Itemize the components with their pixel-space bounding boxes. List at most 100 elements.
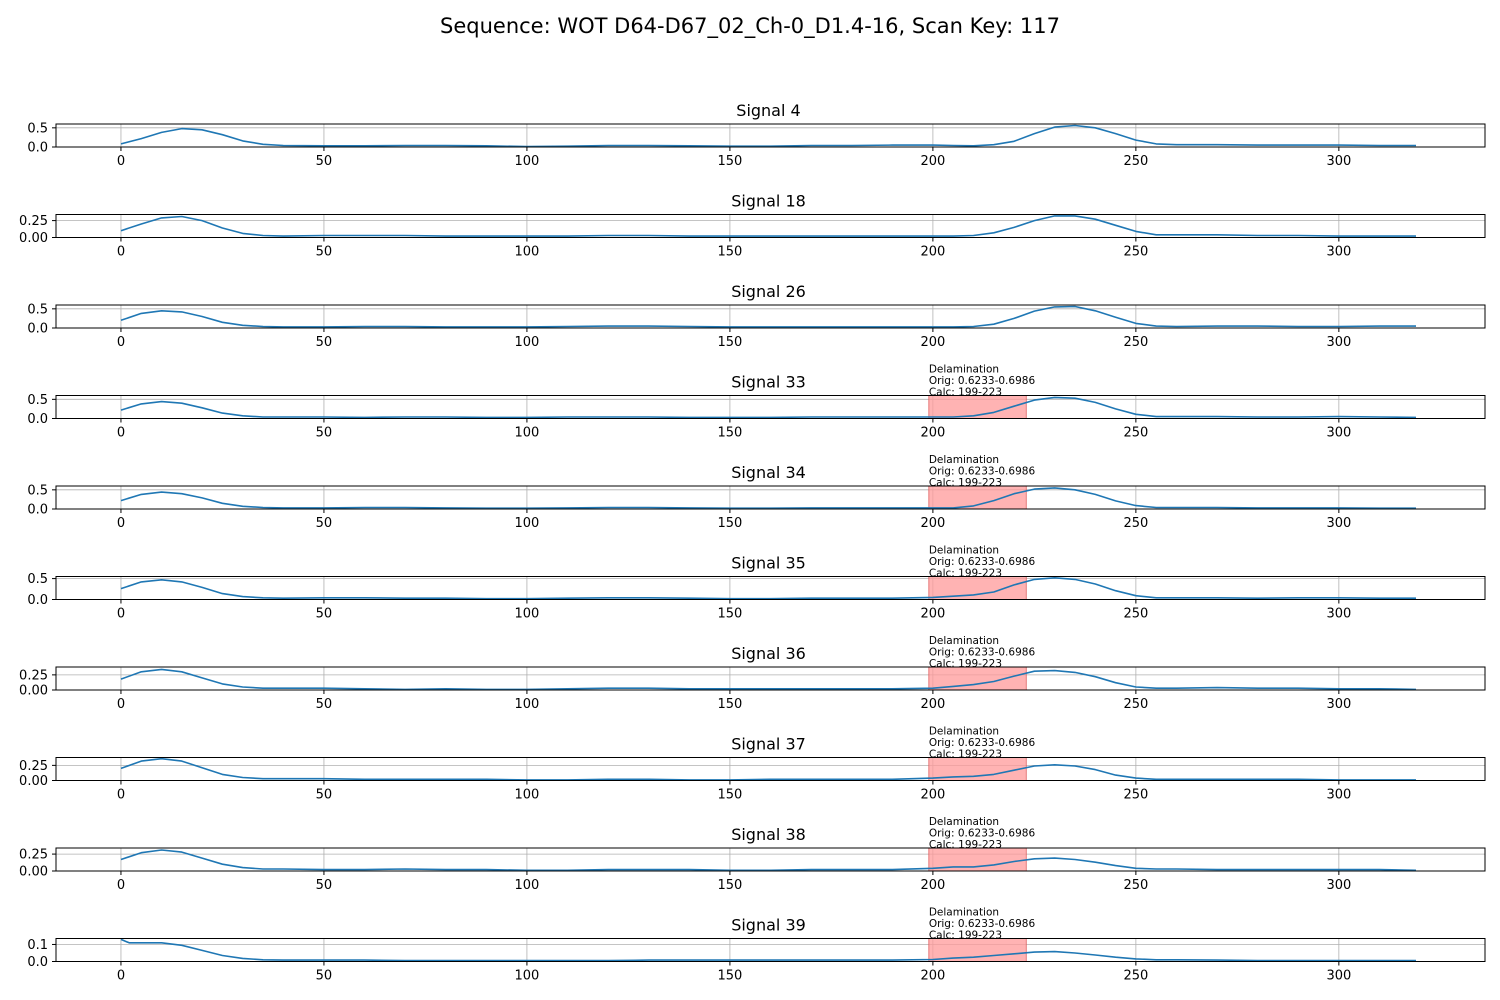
x-tick-label: 0 [117,788,125,803]
x-tick-label: 100 [515,335,540,350]
axes-frame [55,938,1486,962]
annotation-text: Orig: 0.6233-0.6986 [929,466,1036,478]
x-tick-label: 300 [1326,969,1351,984]
signal-line [120,396,1417,419]
signal-line [120,215,1416,237]
x-tick-label: 250 [1123,426,1148,441]
x-tick-label: 150 [717,697,742,712]
subplot-title: Signal 4 [736,101,800,120]
x-tick-label: 300 [1326,788,1351,803]
subplot: 0 50 100 150 200 250 300 0.0 0.5 Signal 26 [27,282,1486,350]
x-tick-label: 200 [920,154,945,169]
annotation-text: Calc: 199-223 [929,568,1002,580]
delamination-region [928,395,1027,419]
x-tick-label: 150 [717,788,742,803]
delamination-region [928,938,1027,962]
signal-line [120,938,1416,962]
y-tick-label: 0.5 [27,302,48,317]
y-tick-label: 0.0 [27,955,48,970]
delamination-region [928,667,1027,690]
y-tick-label: 0.25 [19,214,48,229]
y-tick-label: 0.1 [27,938,48,953]
signal-line [120,124,1416,147]
x-tick-label: 50 [316,426,333,441]
axes-frame [55,666,1486,691]
annotation-text: Calc: 199-223 [929,930,1002,942]
x-tick-label: 100 [515,426,540,441]
x-tick-label: 100 [515,154,540,169]
x-tick-label: 150 [717,154,742,169]
y-tick-label: 0.00 [19,865,48,880]
x-tick-label: 250 [1123,607,1148,622]
x-tick-label: 300 [1326,607,1351,622]
x-tick-label: 150 [717,335,742,350]
subplot: 0 50 100 150 200 250 300 0.0 0.5 Signal 35 Delamin… [27,545,1486,622]
signal-line [120,487,1416,509]
x-tick-label: 50 [316,697,333,712]
subplot: 0 50 100 150 200 250 300 0.000.25 Signal 36 Delam… [19,635,1486,712]
annotation-text: Orig: 0.6233-0.6986 [929,375,1036,387]
x-tick-label: 250 [1123,969,1148,984]
x-tick-label: 300 [1326,426,1351,441]
subplot: 0 50 100 150 200 250 300 0.0 0.1 Signal 39 Delamin… [27,907,1486,984]
x-tick-label: 100 [515,878,540,893]
y-tick-label: 0.00 [19,231,48,246]
x-tick-label: 0 [117,697,125,712]
y-tick-label: 0.5 [27,483,48,498]
subplot: 0 50 100 150 200 250 300 0.0 0.5 Signal 33 Delamin… [27,364,1486,441]
y-tick-label: 0.00 [19,684,48,699]
axes-frame [55,304,1486,329]
annotation-text: Delamination [929,907,999,919]
subplot-title: Signal 36 [731,644,806,663]
axes-frame [55,757,1486,781]
subplot-title: Signal 37 [731,735,806,754]
x-tick-label: 300 [1326,245,1351,260]
annotation-text: Delamination [929,454,999,466]
x-tick-label: 0 [117,969,125,984]
x-tick-label: 0 [117,335,125,350]
x-tick-label: 300 [1326,697,1351,712]
x-tick-label: 300 [1326,154,1351,169]
y-tick-label: 0.5 [27,572,48,587]
x-tick-label: 150 [717,607,742,622]
x-tick-label: 200 [920,607,945,622]
x-tick-label: 50 [316,245,333,260]
x-tick-label: 200 [920,878,945,893]
annotation-text: Orig: 0.6233-0.6986 [929,737,1036,749]
x-tick-label: 100 [515,969,540,984]
x-tick-label: 250 [1123,154,1148,169]
x-tick-label: 300 [1326,516,1351,531]
x-tick-label: 250 [1123,516,1148,531]
x-tick-label: 50 [316,607,333,622]
signal-line [120,305,1416,328]
y-tick-label: 0.0 [27,412,48,427]
x-tick-label: 100 [515,607,540,622]
x-tick-label: 250 [1123,878,1148,893]
x-tick-label: 0 [117,878,125,893]
x-tick-label: 150 [717,516,742,531]
annotation-text: Delamination [929,635,999,647]
x-tick-label: 250 [1123,788,1148,803]
y-tick-label: 0.0 [27,593,48,608]
axes-frame [55,123,1486,148]
x-tick-label: 200 [920,788,945,803]
x-tick-label: 0 [117,607,125,622]
x-tick-label: 100 [515,697,540,712]
annotation-text: Delamination [929,545,999,557]
y-tick-label: 0.25 [19,848,48,863]
annotation-text: Calc: 199-223 [929,749,1002,761]
x-tick-label: 200 [920,969,945,984]
x-tick-label: 100 [515,788,540,803]
x-tick-label: 250 [1123,245,1148,260]
x-tick-label: 150 [717,878,742,893]
x-tick-label: 50 [316,878,333,893]
signal-line [120,849,1417,871]
y-tick-label: 0.25 [19,759,48,774]
annotation-text: Calc: 199-223 [929,387,1002,399]
x-tick-label: 300 [1326,335,1351,350]
x-tick-label: 250 [1123,335,1148,350]
signal-line [120,576,1416,600]
x-tick-label: 50 [316,969,333,984]
axes-frame [55,847,1486,872]
x-tick-label: 150 [717,426,742,441]
